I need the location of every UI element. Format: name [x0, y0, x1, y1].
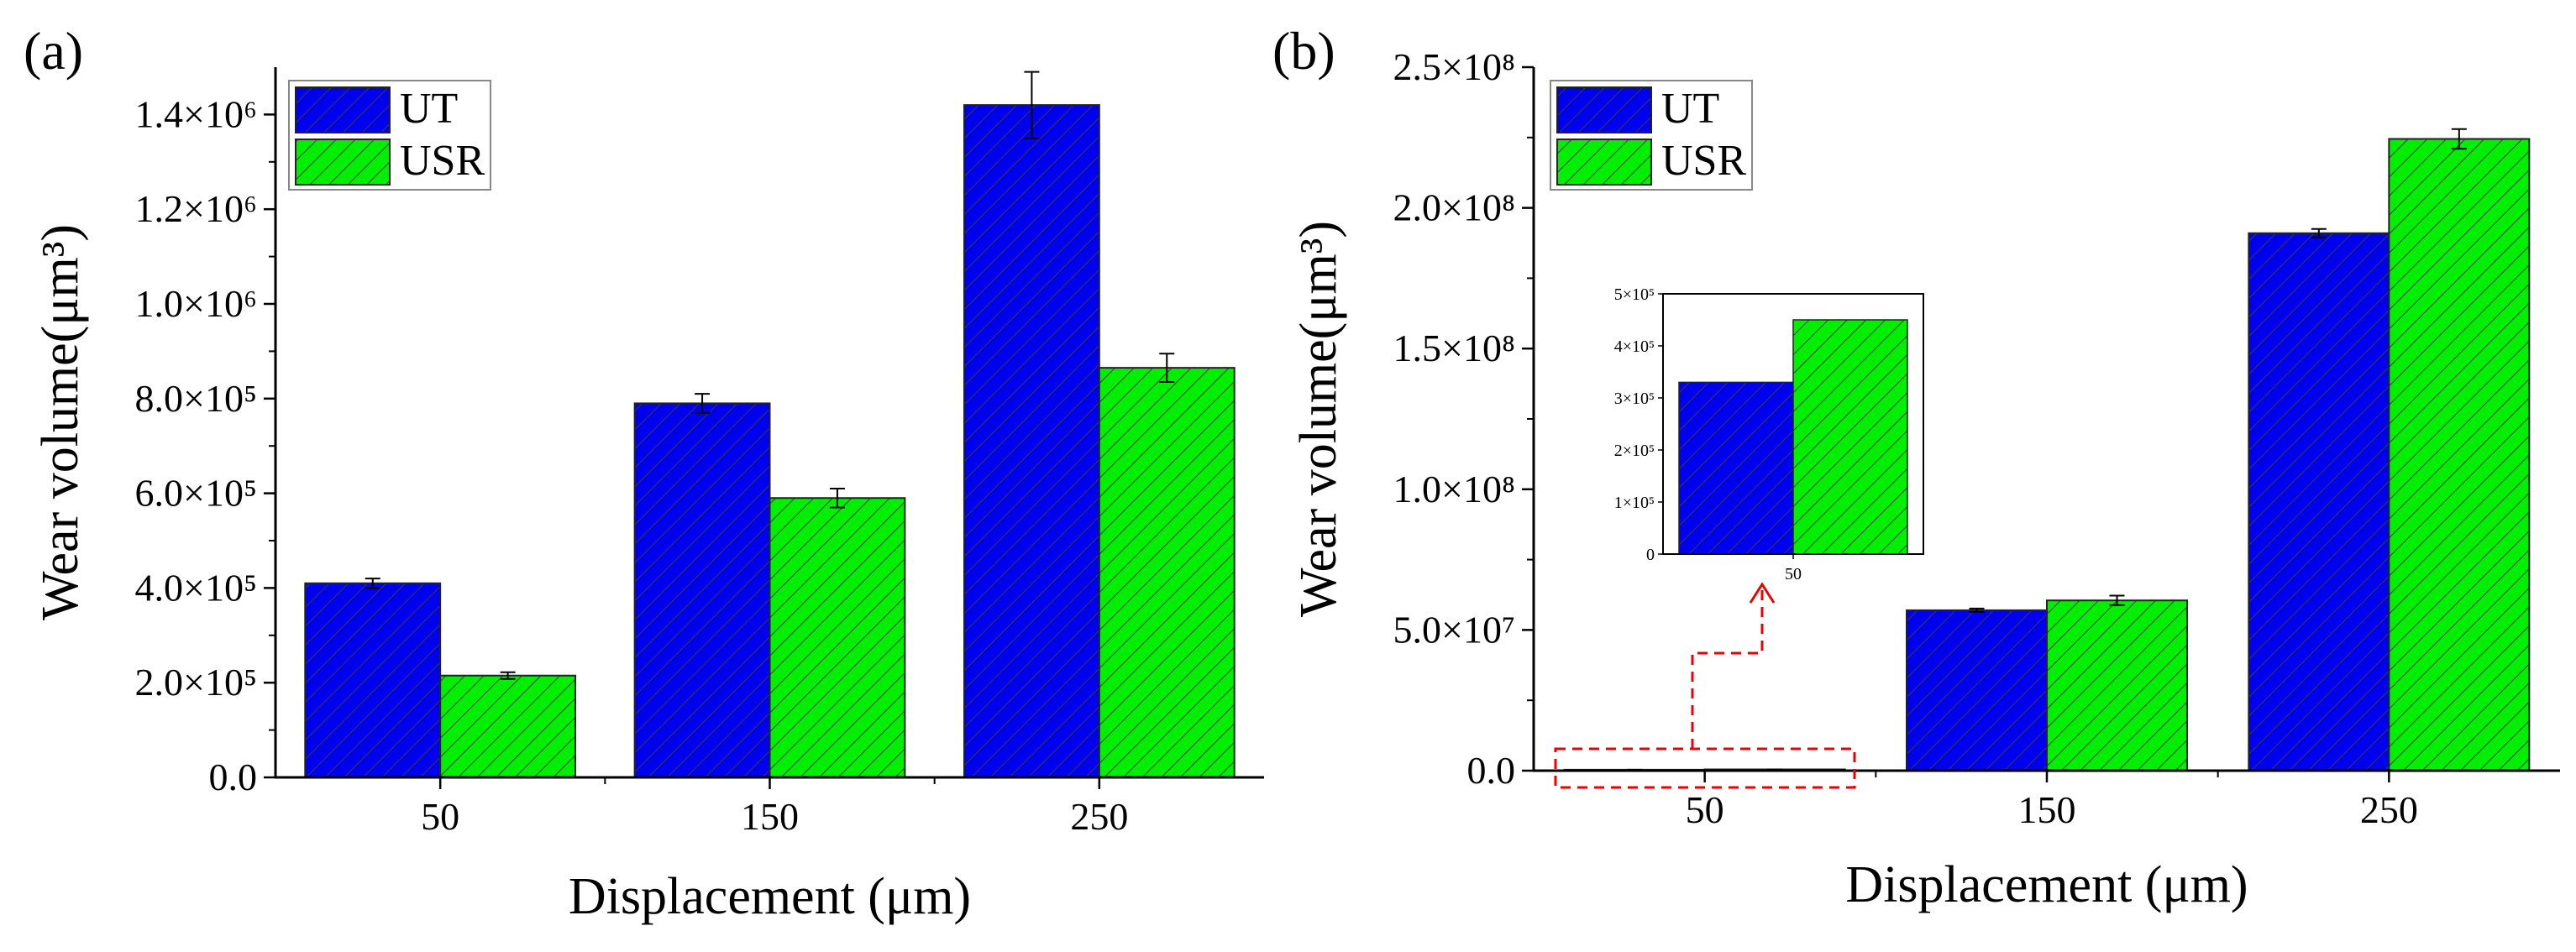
b-y-axis-label: Wear volume(μm³) — [1290, 221, 1347, 617]
a-legend-swatch-outline — [295, 139, 391, 186]
inset-y-tick-label: 5×10⁵ — [1614, 285, 1655, 304]
b-x-tick-label: 150 — [2018, 788, 2076, 831]
zoom-connector-line — [1691, 588, 1764, 749]
a-error-bar-ut-150 — [695, 393, 711, 414]
a-bar-outline-ut-250 — [963, 104, 1100, 779]
zoom-arrow-head — [1749, 582, 1776, 604]
b-bar-outline-usr-250 — [2388, 138, 2531, 772]
a-error-bar-usr-50 — [500, 671, 516, 680]
panel-label-a: (a) — [24, 21, 83, 81]
b-legend-swatch-outline — [1556, 139, 1652, 186]
a-y-tick-label: 1.2×10⁶ — [135, 187, 257, 230]
b-bar-outline-ut-250 — [2248, 232, 2390, 772]
a-y-tick-label: 2.0×10⁵ — [135, 661, 257, 704]
b-y-tick-label: 1.5×10⁸ — [1393, 327, 1515, 369]
b-x-axis-label: Displacement (μm) — [1845, 856, 2248, 913]
a-axes — [274, 67, 1264, 779]
inset-y-tick-label: 1×10⁵ — [1614, 494, 1655, 512]
a-y-tick-label: 4.0×10⁵ — [135, 566, 257, 609]
a-bar-outline-ut-150 — [633, 402, 771, 778]
a-legend-swatch-outline — [295, 86, 391, 133]
a-bar-outline-usr-150 — [769, 497, 906, 778]
b-x-tick-label: 250 — [2360, 788, 2418, 831]
a-error-bar-ut-50 — [365, 578, 380, 589]
b-error-bar-usr-150 — [2109, 594, 2125, 606]
inset-chart: 0 1×10⁵ 2×10⁵ 3×10⁵ 4×10⁵ 5×10⁵ 50 — [1614, 285, 1924, 583]
b-error-bar-ut-250 — [2311, 228, 2327, 238]
a-x-axis-label: Displacement (μm) — [569, 868, 971, 925]
b-legend-swatch-outline — [1556, 86, 1652, 133]
b-y-tick-label: 5.0×10⁷ — [1393, 608, 1515, 651]
a-bar-outline-usr-50 — [439, 674, 577, 778]
a-error-bar-ut-250 — [1024, 71, 1040, 139]
a-error-bar-usr-150 — [829, 487, 845, 509]
b-y-tick-label: 1.0×10⁸ — [1393, 468, 1515, 510]
a-x-tick-label: 50 — [421, 795, 459, 838]
inset-bar-outline-usr — [1792, 319, 1908, 555]
inset-y-tick-label: 2×10⁵ — [1614, 442, 1655, 460]
zoom-region-box — [1554, 747, 1856, 789]
b-error-bar-usr-250 — [2451, 128, 2467, 150]
a-y-tick-label: 0.0 — [209, 756, 258, 798]
b-x-tick-label: 50 — [1686, 788, 1724, 831]
b-legend-label-usr: USR — [1661, 137, 1746, 185]
a-legend-label-ut: UT — [400, 85, 458, 133]
a-x-tick-label: 250 — [1070, 795, 1128, 838]
inset-x-tick-label: 50 — [1785, 565, 1802, 583]
b-y-tick-label: 0.0 — [1467, 749, 1516, 792]
a-y-tick-label: 6.0×10⁵ — [135, 472, 257, 515]
a-bar-outline-usr-250 — [1098, 367, 1236, 778]
a-y-tick-label: 1.0×10⁶ — [135, 282, 257, 325]
b-y-tick-label: 2.5×10⁸ — [1393, 45, 1515, 88]
inset-y-tick-label: 4×10⁵ — [1614, 337, 1655, 356]
b-y-tick-label: 2.0×10⁸ — [1393, 186, 1515, 229]
a-y-tick-label: 8.0×10⁵ — [135, 377, 257, 420]
b-error-bar-ut-150 — [1969, 607, 1985, 613]
a-error-bar-usr-250 — [1159, 353, 1175, 384]
chart-a: 50 150 250 0.0 2.0×10⁵ 4.0×10⁵ 6.0×10⁵ 8.0×10⁵ 1… — [32, 67, 1264, 925]
b-bar-outline-ut-150 — [1905, 609, 2049, 772]
b-legend-label-ut: UT — [1661, 85, 1719, 133]
a-y-axis-label: Wear volume(μm³) — [32, 224, 89, 620]
b-axes — [1532, 67, 2560, 772]
a-y-tick-label: 1.4×10⁶ — [135, 92, 257, 135]
zoom-callout — [1554, 582, 1856, 789]
inset-y-tick-label: 3×10⁵ — [1614, 390, 1655, 408]
inset-y-tick-label: 0 — [1646, 546, 1655, 564]
a-x-tick-label: 150 — [741, 795, 799, 838]
inset-bar-outline-ut — [1678, 381, 1794, 555]
a-bar-outline-ut-50 — [304, 582, 442, 779]
b-bar-outline-usr-150 — [2046, 599, 2189, 772]
chart-b: 50 150 250 0.0 5.0×10⁷ 1.0×10⁸ 1.5×10⁸ 2.0×10⁸ 2… — [1290, 45, 2560, 913]
a-legend-label-usr: USR — [400, 137, 485, 185]
panel-label-b: (b) — [1272, 21, 1335, 81]
